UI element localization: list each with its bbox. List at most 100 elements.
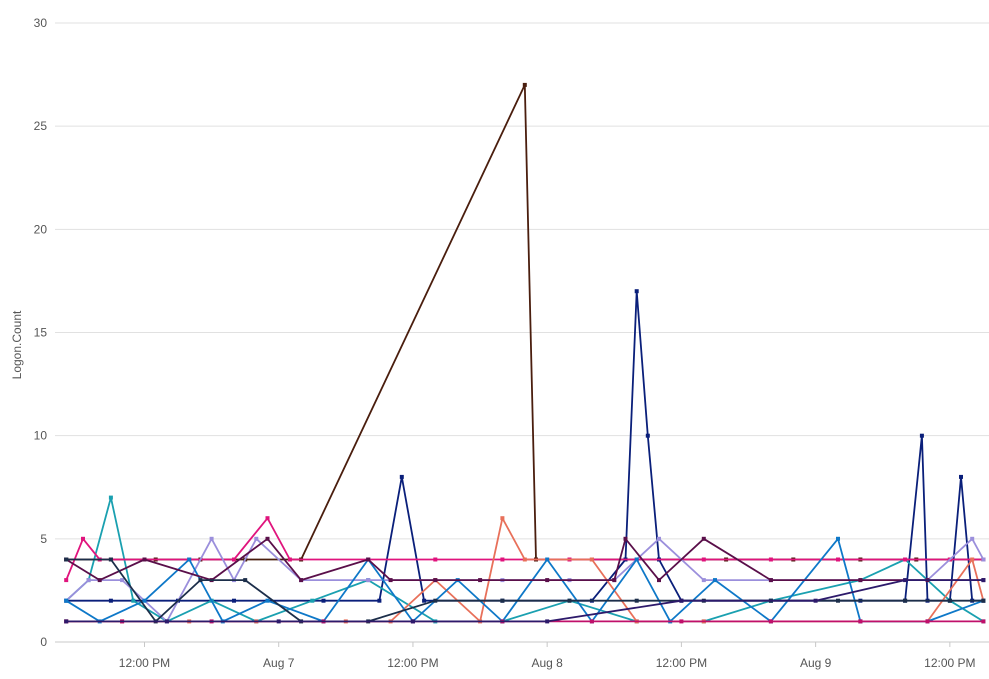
- data-point[interactable]: [589, 557, 594, 562]
- series-line[interactable]: [65, 84, 985, 561]
- data-point[interactable]: [981, 557, 986, 562]
- data-point[interactable]: [232, 598, 236, 603]
- data-point[interactable]: [299, 578, 304, 583]
- y-tick-label: 10: [34, 429, 48, 443]
- data-point[interactable]: [265, 598, 270, 603]
- data-point[interactable]: [64, 557, 69, 562]
- data-point[interactable]: [959, 474, 963, 479]
- data-point[interactable]: [422, 598, 427, 603]
- data-point[interactable]: [410, 619, 415, 624]
- data-point[interactable]: [981, 619, 986, 624]
- data-point[interactable]: [836, 536, 840, 541]
- data-point[interactable]: [142, 598, 147, 603]
- data-point[interactable]: [903, 578, 908, 583]
- data-point[interactable]: [634, 289, 639, 294]
- data-point[interactable]: [768, 619, 773, 624]
- data-point[interactable]: [947, 598, 952, 603]
- data-point[interactable]: [254, 536, 259, 541]
- data-point[interactable]: [86, 578, 91, 583]
- x-tick-label: 12:00 PM: [656, 656, 707, 670]
- data-point[interactable]: [768, 578, 773, 583]
- data-point[interactable]: [198, 578, 203, 583]
- data-point[interactable]: [522, 82, 527, 87]
- data-point[interactable]: [623, 536, 628, 541]
- data-point[interactable]: [120, 578, 125, 583]
- data-point[interactable]: [310, 598, 315, 603]
- data-point[interactable]: [500, 516, 505, 521]
- data-point[interactable]: [287, 557, 292, 562]
- data-point[interactable]: [377, 598, 382, 603]
- y-tick-label: 15: [34, 326, 48, 340]
- y-tick-label: 5: [40, 532, 47, 546]
- data-point[interactable]: [187, 557, 192, 562]
- data-point[interactable]: [981, 578, 986, 583]
- data-point[interactable]: [567, 598, 572, 603]
- data-point[interactable]: [64, 578, 69, 583]
- data-point[interactable]: [81, 536, 85, 541]
- data-point[interactable]: [612, 578, 617, 583]
- data-point[interactable]: [701, 578, 706, 583]
- data-point[interactable]: [108, 598, 113, 603]
- data-point[interactable]: [142, 557, 147, 562]
- data-point[interactable]: [97, 578, 102, 583]
- data-point[interactable]: [657, 578, 661, 583]
- data-point[interactable]: [634, 598, 639, 603]
- data-point[interactable]: [433, 578, 438, 583]
- data-point[interactable]: [858, 578, 863, 583]
- data-point[interactable]: [276, 619, 281, 624]
- data-point[interactable]: [232, 557, 236, 562]
- data-point[interactable]: [970, 557, 975, 562]
- data-point[interactable]: [589, 619, 594, 624]
- data-point[interactable]: [981, 598, 986, 603]
- data-point[interactable]: [108, 557, 113, 562]
- data-point[interactable]: [433, 598, 438, 603]
- data-point[interactable]: [925, 619, 930, 624]
- y-axis-ticks: 0 5 10 15 20 25 30: [34, 16, 48, 649]
- data-point[interactable]: [265, 516, 270, 521]
- data-point[interactable]: [164, 619, 169, 624]
- data-point[interactable]: [903, 557, 908, 562]
- y-tick-label: 20: [34, 222, 48, 236]
- x-axis-ticks: 12:00 PM Aug 7 12:00 PM Aug 8 12:00 PM Aug 9 1…: [119, 642, 976, 670]
- data-point[interactable]: [919, 433, 924, 438]
- data-point[interactable]: [970, 536, 975, 541]
- data-point[interactable]: [903, 598, 908, 603]
- data-point[interactable]: [701, 536, 706, 541]
- data-point[interactable]: [433, 557, 438, 562]
- x-tick-label: 12:00 PM: [387, 656, 438, 670]
- data-point[interactable]: [634, 557, 639, 562]
- data-point[interactable]: [701, 557, 706, 562]
- data-point[interactable]: [265, 536, 270, 541]
- data-point[interactable]: [500, 598, 505, 603]
- data-point[interactable]: [500, 557, 505, 562]
- data-point[interactable]: [836, 557, 840, 562]
- data-point[interactable]: [64, 619, 69, 624]
- data-point[interactable]: [366, 557, 371, 562]
- data-point[interactable]: [321, 598, 326, 603]
- data-point[interactable]: [836, 598, 840, 603]
- data-point[interactable]: [679, 598, 684, 603]
- data-point[interactable]: [243, 578, 248, 583]
- data-point[interactable]: [858, 619, 863, 624]
- data-point[interactable]: [545, 578, 550, 583]
- data-point[interactable]: [768, 557, 773, 562]
- data-point[interactable]: [545, 557, 550, 562]
- data-point[interactable]: [522, 557, 527, 562]
- series: [64, 82, 986, 624]
- data-point[interactable]: [131, 598, 136, 603]
- data-point[interactable]: [108, 495, 113, 500]
- data-point[interactable]: [209, 536, 214, 541]
- x-tick-label: Aug 8: [531, 656, 563, 670]
- data-point[interactable]: [657, 536, 661, 541]
- data-point[interactable]: [813, 598, 818, 603]
- data-point[interactable]: [478, 578, 483, 583]
- data-point[interactable]: [64, 598, 69, 603]
- data-point[interactable]: [713, 578, 717, 583]
- data-point[interactable]: [399, 474, 404, 479]
- data-point[interactable]: [545, 619, 550, 624]
- data-point[interactable]: [645, 433, 650, 438]
- data-point[interactable]: [388, 578, 393, 583]
- data-point[interactable]: [366, 578, 371, 583]
- data-point[interactable]: [679, 619, 684, 624]
